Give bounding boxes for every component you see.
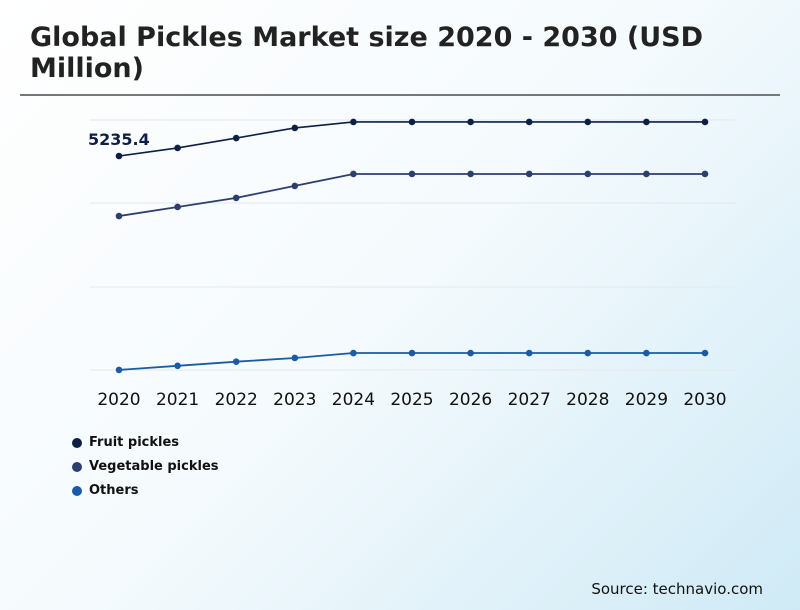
source-note: Source: technavio.com — [591, 580, 763, 598]
data-point — [701, 349, 709, 357]
data-point — [467, 118, 474, 126]
x-tick-label: 2028 — [566, 390, 609, 410]
legend-item: Vegetable pickles — [72, 459, 219, 474]
x-tick-label: 2029 — [625, 390, 668, 410]
data-point — [701, 118, 709, 126]
data-point — [643, 170, 650, 178]
series-line-0 — [118, 121, 705, 157]
chart-title: Global Pickles Market size 2020 - 2030 (… — [30, 22, 704, 84]
data-point — [584, 118, 592, 126]
data-point — [350, 170, 357, 178]
legend-marker-icon — [72, 485, 82, 496]
data-point — [701, 170, 709, 178]
legend-item: Fruit pickles — [72, 435, 179, 450]
data-point — [174, 203, 181, 211]
data-point — [408, 349, 416, 357]
data-point — [525, 118, 533, 126]
legend-label: Vegetable pickles — [89, 459, 219, 474]
data-point — [291, 124, 299, 132]
data-point — [584, 170, 592, 178]
legend-item: Others — [72, 483, 139, 498]
data-point — [232, 134, 240, 142]
x-tick-label: 2023 — [273, 390, 316, 410]
data-point — [291, 182, 299, 190]
data-label: 5235.4 — [88, 130, 150, 149]
legend-label: Others — [89, 483, 139, 498]
x-tick-label: 2021 — [156, 390, 199, 410]
data-point — [350, 118, 357, 126]
data-point — [115, 366, 123, 374]
legend-marker-icon — [72, 437, 82, 448]
data-point — [350, 349, 357, 357]
x-tick-label: 2020 — [97, 390, 140, 410]
data-point — [115, 152, 123, 160]
data-point — [467, 349, 474, 357]
legend-label: Fruit pickles — [89, 435, 180, 450]
data-point — [291, 354, 299, 362]
data-point — [525, 170, 533, 178]
data-point — [408, 118, 416, 126]
data-point — [643, 349, 650, 357]
x-tick-label: 2024 — [332, 390, 375, 410]
data-point — [174, 144, 181, 152]
data-point — [115, 212, 123, 220]
x-tick-label: 2026 — [449, 390, 492, 410]
data-point — [174, 362, 181, 370]
series-line-1 — [118, 173, 705, 217]
legend-marker-icon — [72, 461, 82, 472]
data-point — [232, 358, 240, 365]
x-tick-label: 2030 — [683, 390, 726, 410]
data-point — [584, 349, 592, 357]
x-tick-label: 2027 — [508, 390, 551, 410]
data-point — [525, 349, 533, 357]
x-tick-label: 2025 — [390, 390, 433, 410]
x-tick-label: 2022 — [215, 390, 258, 410]
data-point — [408, 170, 416, 178]
data-point — [467, 170, 474, 178]
data-point — [232, 194, 240, 202]
data-point — [643, 118, 650, 126]
title-divider — [20, 94, 780, 96]
